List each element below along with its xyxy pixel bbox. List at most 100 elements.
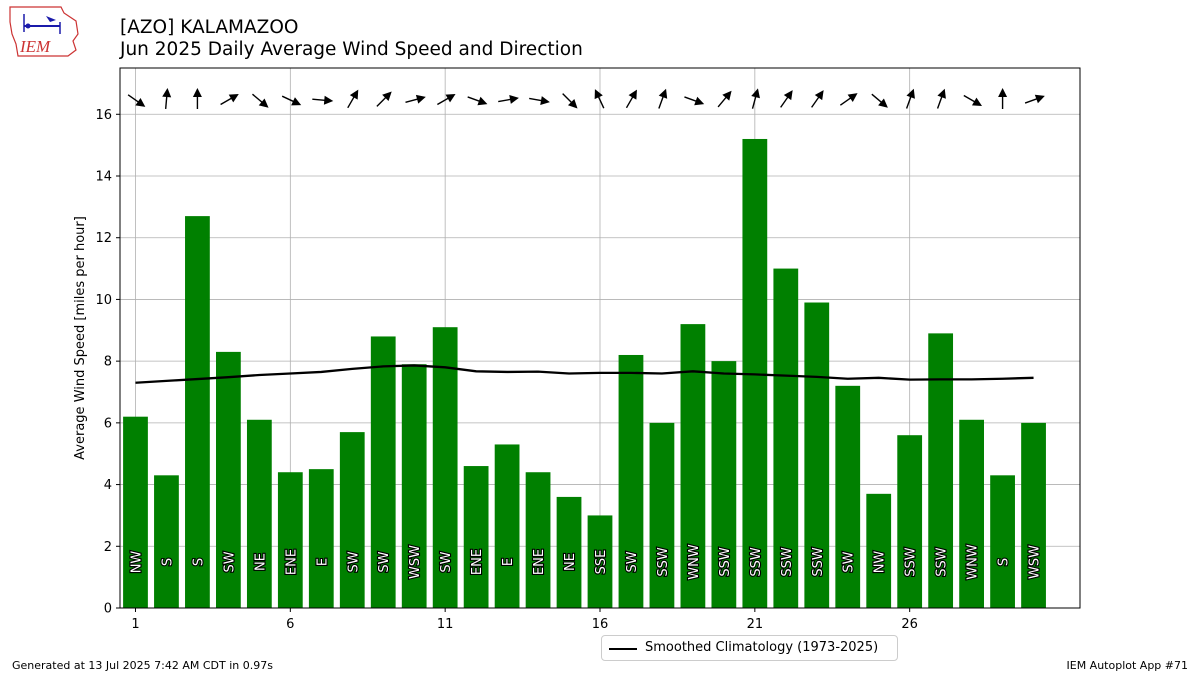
wind-arrow-day-15 xyxy=(562,93,578,109)
bar-day-13 xyxy=(494,444,520,608)
wind-arrow-day-29 xyxy=(998,88,1008,109)
direction-label: NW xyxy=(873,551,888,574)
wind-arrow-day-26 xyxy=(905,88,915,109)
wind-arrow-head xyxy=(878,98,888,108)
bar-day-5 xyxy=(246,419,272,608)
wind-arrow-day-18 xyxy=(658,88,668,109)
wind-arrow-head xyxy=(628,89,637,100)
y-axis-label: Average Wind Speed [miles per hour] xyxy=(73,216,88,460)
wind-arrow-day-10 xyxy=(405,94,426,104)
direction-label: SSW xyxy=(904,547,919,577)
x-tick-label: 6 xyxy=(286,617,294,632)
wind-arrow-head xyxy=(445,94,456,103)
direction-label: NE xyxy=(253,553,268,571)
wind-arrow-head xyxy=(323,95,334,105)
wind-arrow-head xyxy=(258,98,269,108)
bar-day-11 xyxy=(432,327,458,608)
generated-timestamp: Generated at 13 Jul 2025 7:42 AM CDT in … xyxy=(12,659,273,672)
bar-day-26 xyxy=(897,435,923,608)
bar-day-15 xyxy=(556,496,582,608)
chart-title: [AZO] KALAMAZOO xyxy=(120,17,299,38)
wind-arrow-day-6 xyxy=(281,95,302,106)
wind-arrow-day-28 xyxy=(963,94,983,106)
wind-arrow-head xyxy=(509,95,519,104)
direction-label: WSW xyxy=(1028,545,1043,579)
bar-day-7 xyxy=(308,469,334,608)
logo-text: IEM xyxy=(19,37,51,56)
bar-day-28 xyxy=(959,419,984,608)
y-tick-label: 0 xyxy=(104,602,112,617)
direction-label: SW xyxy=(842,551,857,572)
wind-arrow-head xyxy=(382,91,392,102)
bar-day-25 xyxy=(866,493,892,608)
wind-arrow-head xyxy=(415,94,426,104)
y-tick-label: 2 xyxy=(104,540,112,555)
wind-arrow-day-2 xyxy=(162,88,172,110)
wind-arrow-day-7 xyxy=(312,95,334,105)
wind-arrow-day-11 xyxy=(437,94,456,106)
wind-arrow-day-25 xyxy=(871,93,888,108)
bar-day-17 xyxy=(618,354,644,608)
direction-label: S xyxy=(997,558,1012,566)
wind-arrow-head xyxy=(291,97,302,106)
y-tick-label: 10 xyxy=(95,293,112,308)
y-tick-label: 16 xyxy=(95,108,112,123)
wind-arrow-day-1 xyxy=(127,94,146,107)
direction-label: SSW xyxy=(749,547,764,577)
bar-day-4 xyxy=(216,351,241,608)
x-tick-label: 21 xyxy=(747,617,764,632)
app-credit: IEM Autoplot App #71 xyxy=(1066,659,1189,672)
direction-label: NW xyxy=(129,551,144,574)
direction-label: S xyxy=(191,558,206,566)
wind-arrow-day-12 xyxy=(467,96,488,106)
wind-arrow-day-19 xyxy=(684,96,705,106)
bar-day-20 xyxy=(711,361,737,608)
direction-label: SSW xyxy=(718,547,733,577)
bar-day-3 xyxy=(185,216,210,608)
wind-arrow-head xyxy=(783,90,793,101)
chart-subtitle: Jun 2025 Daily Average Wind Speed and Di… xyxy=(120,39,583,60)
bar-day-10 xyxy=(401,364,427,608)
direction-label: ENE xyxy=(470,549,485,575)
wind-arrow-head xyxy=(1034,94,1045,104)
wind-arrow-head xyxy=(135,98,146,107)
wind-arrow-head xyxy=(998,88,1008,97)
direction-label: WNW xyxy=(687,544,702,580)
wind-arrow-head xyxy=(540,96,550,105)
wind-arrow-day-30 xyxy=(1024,94,1045,104)
wind-arrow-day-24 xyxy=(839,93,858,106)
wind-arrow-head xyxy=(658,88,668,99)
wind-arrow-head xyxy=(751,88,760,99)
direction-label: SW xyxy=(439,551,454,572)
wind-arrow-day-5 xyxy=(252,93,269,108)
bar-day-9 xyxy=(370,336,396,608)
bar-day-6 xyxy=(277,472,303,608)
bar-day-18 xyxy=(649,422,675,608)
wind-arrow-head xyxy=(906,88,915,99)
climatology-line xyxy=(135,364,1034,384)
direction-label: ENE xyxy=(532,549,547,575)
wind-arrow-day-3 xyxy=(192,88,202,109)
wind-arrow-head xyxy=(228,94,239,103)
wind-arrow-head xyxy=(162,88,172,98)
bar-day-2 xyxy=(154,475,179,608)
iem-logo: IEM xyxy=(9,6,79,57)
direction-label: ENE xyxy=(284,549,299,575)
y-tick-label: 12 xyxy=(95,231,112,246)
x-tick-label: 26 xyxy=(901,617,918,632)
wind-arrow-head xyxy=(567,98,578,109)
wind-arrow-head xyxy=(594,89,603,100)
direction-label: SSW xyxy=(656,547,671,577)
wind-arrow-day-9 xyxy=(376,91,392,107)
direction-label: WSW xyxy=(408,545,423,579)
bar-day-14 xyxy=(525,472,551,608)
wind-arrow-day-22 xyxy=(780,90,793,108)
wind-arrow-day-27 xyxy=(936,88,946,109)
x-tick-label: 11 xyxy=(437,617,454,632)
bar-day-12 xyxy=(463,466,489,608)
wind-arrow-day-17 xyxy=(625,89,637,109)
direction-label: SW xyxy=(377,551,392,572)
wind-arrow-head xyxy=(814,90,824,101)
wind-arrow-day-21 xyxy=(751,88,760,109)
